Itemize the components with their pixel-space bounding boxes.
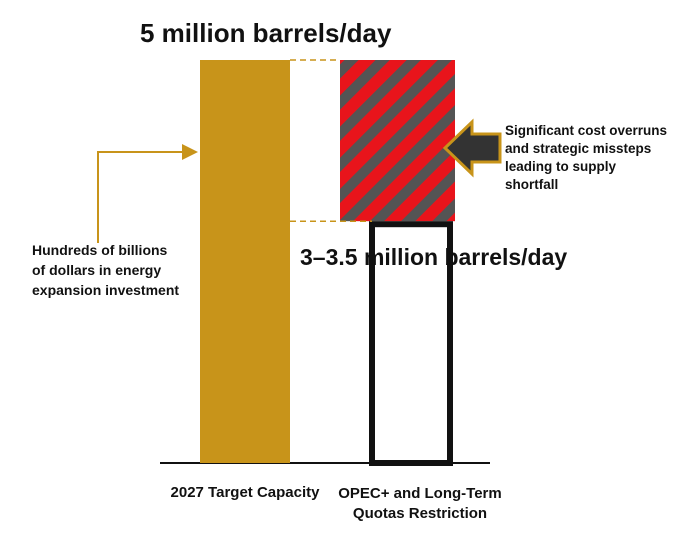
value-label: 3–3.5 million barrels/day [300,244,568,270]
category-label: OPEC+ and Long-Term Quotas Restriction [338,485,502,522]
annotation: Hundreds of billions of dollars in energ… [32,242,180,298]
bar [369,221,453,466]
annotation-arrow [97,144,198,243]
bar [200,60,290,463]
category-label: 2027 Target Capacity [170,484,320,501]
annotation: Significant cost overruns and strategic … [505,123,668,192]
value-label: 5 million barrels/day [140,18,392,48]
shortfall-arrow [442,118,502,178]
shortfall [340,60,455,222]
